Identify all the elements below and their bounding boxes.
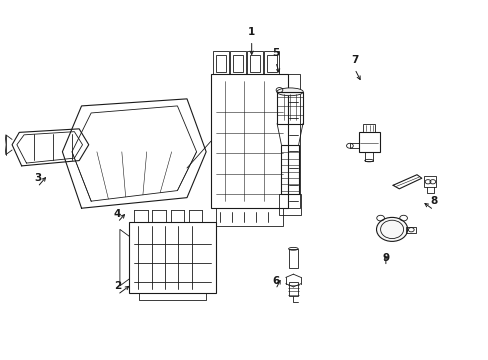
Bar [424, 176, 435, 187]
Bar [288, 249, 298, 268]
Ellipse shape [276, 88, 303, 96]
Bar [215, 208, 282, 226]
Bar [216, 55, 226, 72]
Text: 3: 3 [34, 173, 41, 183]
Bar [364, 152, 373, 161]
Bar [213, 51, 229, 74]
Bar [230, 51, 245, 74]
Text: 8: 8 [429, 196, 437, 206]
Bar [279, 194, 300, 215]
Ellipse shape [376, 217, 407, 242]
Text: 6: 6 [271, 275, 279, 285]
Bar [288, 282, 298, 296]
Text: 7: 7 [350, 55, 358, 65]
Text: 9: 9 [382, 253, 388, 262]
Bar [129, 222, 215, 293]
Text: 4: 4 [114, 208, 121, 219]
Bar [246, 51, 262, 74]
Bar [277, 92, 303, 123]
Text: 2: 2 [114, 281, 121, 291]
Bar [406, 226, 415, 233]
Text: 5: 5 [271, 48, 279, 58]
Bar [281, 145, 298, 194]
Bar [266, 55, 276, 72]
Bar [362, 123, 375, 132]
Bar [263, 51, 279, 74]
Bar [287, 74, 299, 208]
Bar [249, 55, 259, 72]
Text: 1: 1 [247, 27, 255, 37]
Bar [232, 55, 243, 72]
Bar [210, 74, 287, 208]
Bar [358, 132, 379, 152]
